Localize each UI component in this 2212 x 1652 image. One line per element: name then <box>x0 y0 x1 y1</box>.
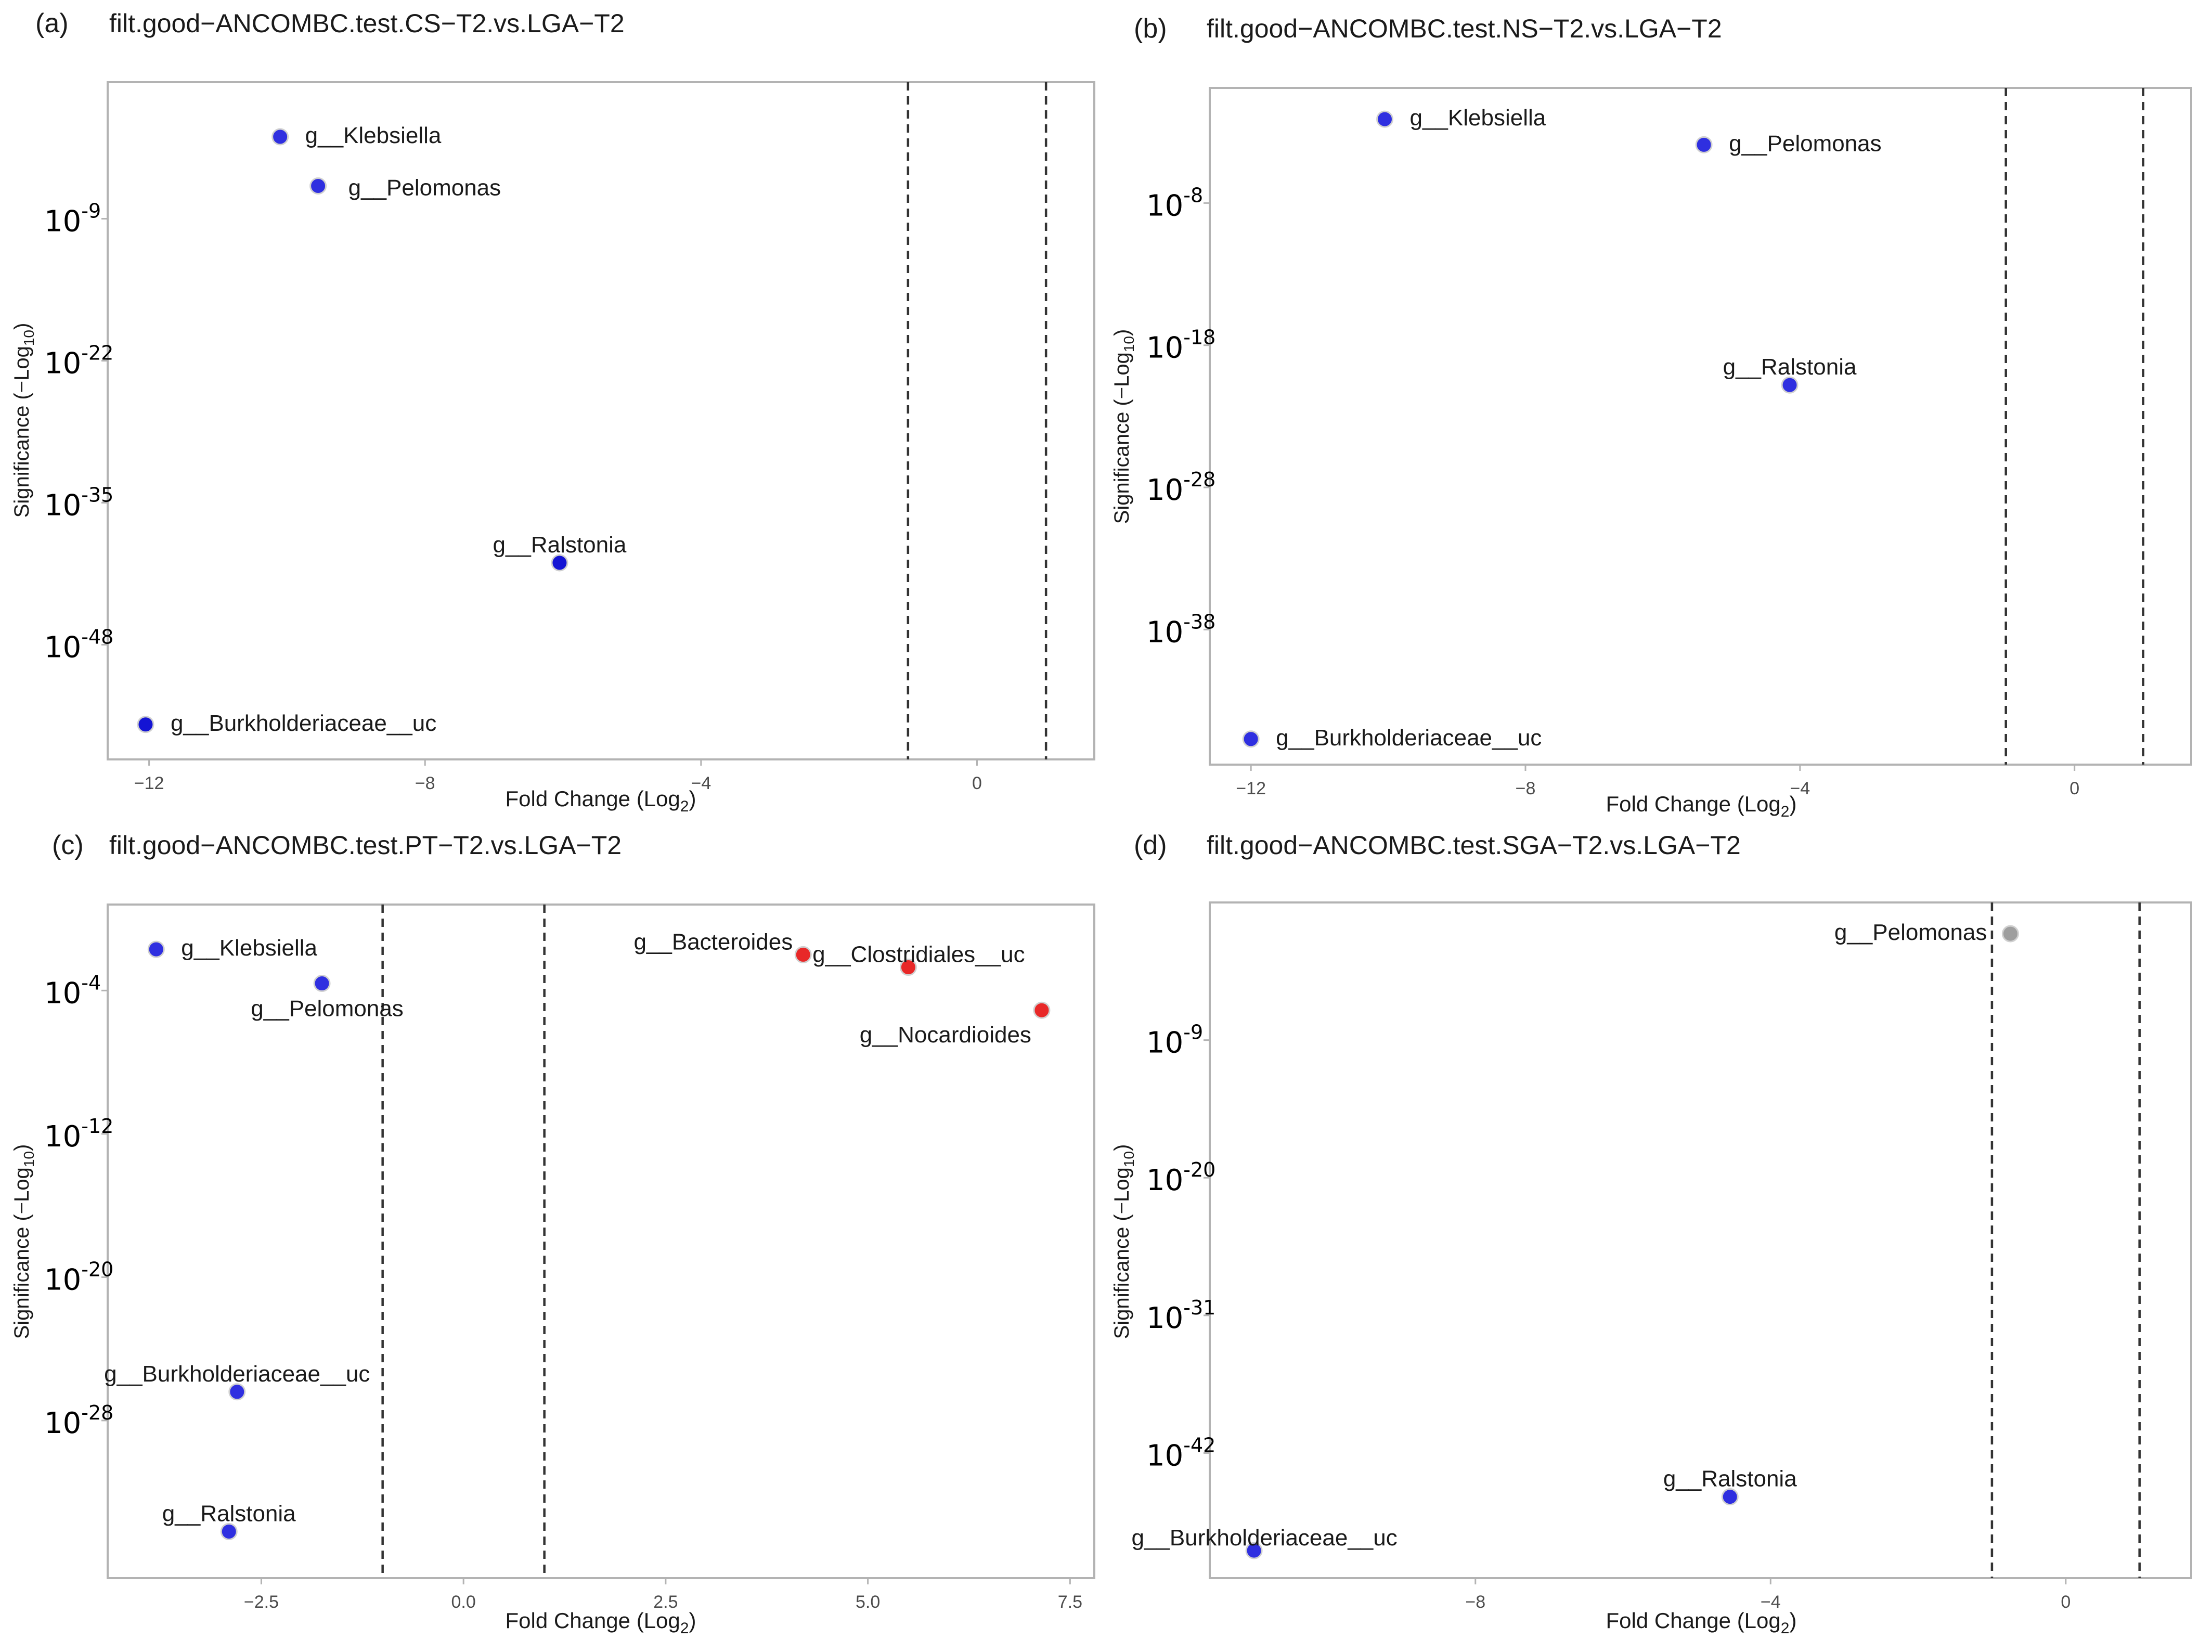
y-tick-label: 10-18 <box>1146 326 1215 365</box>
point-label: g__Klebsiella <box>1409 105 1546 131</box>
point-label: g__Bacteroides <box>633 929 793 954</box>
x-tick-label: 2.5 <box>653 1592 678 1612</box>
point-label: g__Burkholderiaceae__uc <box>1131 1525 1397 1551</box>
x-tick-label: −4 <box>1790 779 1810 798</box>
x-tick-label: −2.5 <box>244 1592 279 1612</box>
x-axis-label: Fold Change (Log2) <box>506 786 696 815</box>
y-tick-label: 10-28 <box>44 1401 113 1440</box>
point-label: g__Pelomonas <box>1729 131 1882 156</box>
y-tick-label: 10-22 <box>44 342 113 381</box>
y-tick-label: 10-31 <box>1146 1296 1215 1335</box>
data-point <box>1245 1542 1263 1559</box>
panel-d: (d) filt.good−ANCOMBC.test.SGA−T2.vs.LGA−… <box>1110 830 2192 1637</box>
panel-c: (c) filt.good−ANCOMBC.test.PT−T2.vs.LGA−T… <box>10 830 1095 1637</box>
data-point <box>271 128 289 146</box>
point-label: g__Ralstonia <box>1723 354 1857 380</box>
panel-label: (a) <box>35 8 69 38</box>
x-tick-label: −8 <box>1465 1592 1485 1612</box>
panel-label: (d) <box>1134 830 1167 860</box>
chart-title: filt.good−ANCOMBC.test.CS−T2.vs.LGA−T2 <box>109 9 625 38</box>
point-label: g__Klebsiella <box>305 123 442 148</box>
panel-label: (c) <box>52 830 84 860</box>
x-axis-label: Fold Change (Log2) <box>1606 1608 1797 1637</box>
x-tick-label: −8 <box>415 773 435 793</box>
data-point <box>313 975 331 992</box>
x-tick-label: −4 <box>691 773 711 793</box>
panel-a: (a) filt.good−ANCOMBC.test.CS−T2.vs.LGA−T… <box>10 8 1095 815</box>
x-tick-label: 7.5 <box>1058 1592 1082 1612</box>
x-axis-label: Fold Change (Log2) <box>506 1608 696 1637</box>
panel-b: (b) filt.good−ANCOMBC.test.NS−T2.vs.LGA−T… <box>1110 14 2192 820</box>
x-tick-label: 0 <box>972 773 982 793</box>
data-point <box>1721 1488 1739 1506</box>
y-axis-label: Significance (−Log10) <box>10 323 37 518</box>
point-label: g__Ralstonia <box>162 1501 296 1526</box>
point-label: g__Nocardioides <box>860 1022 1031 1048</box>
y-tick-label: 10-9 <box>44 200 101 239</box>
data-point <box>551 554 568 572</box>
data-point <box>137 716 154 733</box>
point-label: g__Klebsiella <box>181 935 317 961</box>
point-label: g__Pelomonas <box>1834 920 1987 945</box>
point-label: g__Burkholderiaceae__uc <box>1276 725 1542 751</box>
y-tick-label: 10-20 <box>1146 1158 1215 1197</box>
y-tick-label: 10-48 <box>44 626 113 665</box>
data-point <box>220 1522 238 1540</box>
y-axis-label: Significance (−Log10) <box>1110 1144 1137 1339</box>
data-point <box>147 940 165 958</box>
y-tick-label: 10-20 <box>44 1258 113 1297</box>
plot-frame <box>107 904 1095 1579</box>
y-tick-label: 10-42 <box>1146 1434 1215 1473</box>
x-tick-label: −8 <box>1516 779 1536 798</box>
y-axis-label: Significance (−Log10) <box>10 1144 37 1339</box>
point-label: g__Burkholderiaceae__uc <box>171 711 436 736</box>
chart-title: filt.good−ANCOMBC.test.PT−T2.vs.LGA−T2 <box>109 831 622 860</box>
x-tick-label: −4 <box>1761 1592 1781 1612</box>
data-point <box>1033 1001 1051 1019</box>
chart-title: filt.good−ANCOMBC.test.NS−T2.vs.LGA−T2 <box>1207 14 1722 43</box>
data-point <box>1781 376 1799 394</box>
y-tick-label: 10-9 <box>1146 1021 1203 1060</box>
chart-title: filt.good−ANCOMBC.test.SGA−T2.vs.LGA−T2 <box>1207 831 1741 860</box>
panel-label: (b) <box>1134 14 1167 44</box>
data-point <box>228 1383 246 1401</box>
point-label: g__Pelomonas <box>251 996 404 1022</box>
data-point <box>309 177 327 195</box>
point-label: g__Burkholderiaceae__uc <box>104 1361 370 1387</box>
data-point <box>1376 110 1393 128</box>
x-tick-label: −12 <box>1236 779 1266 798</box>
plot-frame <box>1209 901 2192 1579</box>
x-axis-label: Fold Change (Log2) <box>1606 792 1797 820</box>
y-tick-label: 10-12 <box>44 1115 113 1154</box>
plot-frame <box>107 81 1095 760</box>
x-tick-label: −12 <box>134 773 164 793</box>
y-tick-label: 10-35 <box>44 484 113 523</box>
x-tick-label: 0 <box>2069 779 2079 798</box>
point-label: g__Ralstonia <box>1663 1466 1797 1492</box>
x-tick-label: 5.0 <box>856 1592 880 1612</box>
data-point <box>2001 925 2019 943</box>
y-axis-label: Significance (−Log10) <box>1110 329 1137 524</box>
point-label: g__Pelomonas <box>348 175 501 201</box>
x-tick-label: 0 <box>2061 1592 2071 1612</box>
y-tick-label: 10-4 <box>44 971 101 1010</box>
data-point <box>794 946 812 963</box>
plot-frame <box>1209 87 2192 766</box>
point-label: g__Ralstonia <box>493 532 626 558</box>
point-label: g__Clostridiales__uc <box>812 942 1025 967</box>
y-tick-label: 10-28 <box>1146 468 1215 507</box>
data-point <box>899 959 917 976</box>
y-tick-label: 10-8 <box>1146 184 1203 223</box>
data-point <box>1242 730 1260 748</box>
data-point <box>1695 136 1713 153</box>
y-tick-label: 10-38 <box>1146 610 1215 649</box>
x-tick-label: 0.0 <box>451 1592 476 1612</box>
